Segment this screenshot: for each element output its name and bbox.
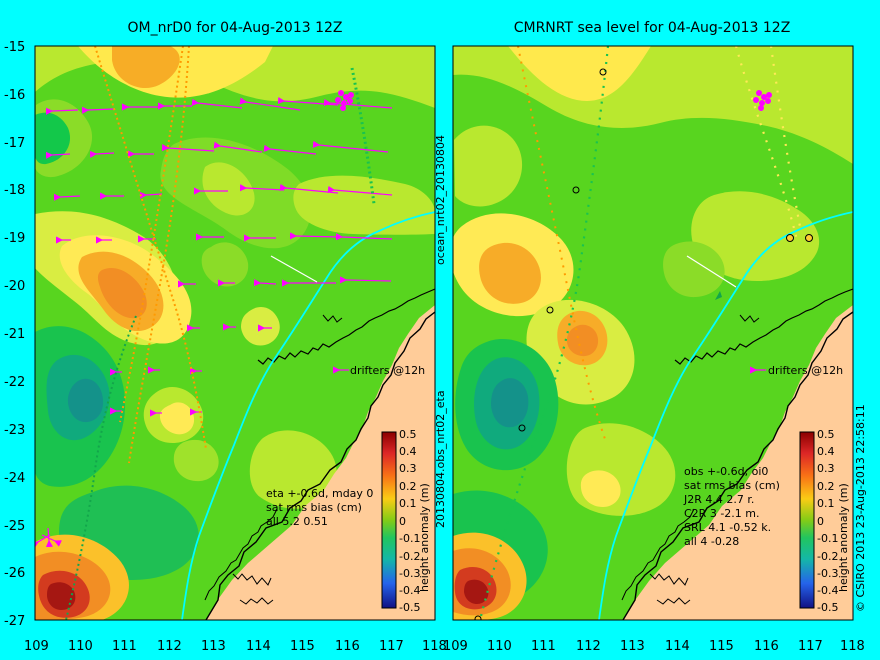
right-map-frame (452, 45, 854, 621)
x-tick-label: 118 (422, 639, 447, 654)
left-stats-line: all 5.2 0.51 (266, 515, 328, 528)
left-drifter-cluster (335, 90, 354, 111)
left-map (35, 46, 435, 620)
x-tick-label: 113 (620, 639, 645, 654)
right-panel-title: CMRNRT sea level for 04-Aug-2013 12Z (513, 20, 791, 36)
right-stats-line: sat rms bias (cm) (684, 479, 780, 492)
y-tick-label: -20 (4, 279, 25, 294)
x-tick-label: 116 (335, 639, 360, 654)
right-colorbar-label: height anomaly (m) (837, 483, 850, 592)
left-x-axis-labels: 109 110 111 112 113 114 115 116 117 118 (24, 639, 447, 654)
right-x-axis-labels: 109 110 111 112 113 114 115 116 117 118 (443, 639, 865, 654)
right-stats-line: obs +-0.6d, oi0 (684, 465, 768, 478)
colorbar-tick: -0.2 (399, 550, 420, 563)
right-colorbar: 0.5 0.4 0.3 0.2 0.1 0 -0.1 -0.2 -0.3 -0.… (799, 428, 850, 614)
y-axis-labels: -15 -16 -17 -18 -19 -20 -21 -22 -23 -24 … (4, 40, 25, 629)
x-tick-label: 111 (112, 639, 137, 654)
y-tick-label: -19 (4, 231, 25, 246)
left-drifter-legend: drifters @12h (333, 364, 425, 377)
y-tick-label: -23 (4, 423, 25, 438)
colorbar-tick: 0.5 (399, 428, 417, 441)
middle-vertical-label: 20130804.obs_nrt02_eta (434, 390, 447, 528)
right-stats-line: all 4 -0.28 (684, 535, 739, 548)
colorbar-tick: 0.1 (817, 497, 835, 510)
right-map (453, 46, 853, 620)
colorbar-tick: -0.2 (817, 550, 838, 563)
colorbar-tick: -0.4 (399, 584, 420, 597)
x-tick-label: 116 (754, 639, 779, 654)
right-stats-line: J2R 4.4 2.7 r. (683, 493, 754, 506)
colorbar-tick: 0.2 (817, 480, 835, 493)
x-tick-label: 113 (201, 639, 226, 654)
y-tick-label: -22 (4, 375, 25, 390)
colorbar-tick: -0.4 (817, 584, 838, 597)
colorbar-tick: 0.3 (399, 462, 417, 475)
left-stats-line: eta +-0.6d, mday 0 (266, 487, 373, 500)
right-drifter-legend: drifters @12h (750, 364, 843, 377)
right-stats-line: C2R 3 -2.1 m. (684, 507, 760, 520)
left-drifters-label: drifters @12h (350, 364, 425, 377)
colorbar-tick: 0.4 (817, 445, 835, 458)
right-drifters-label: drifters @12h (768, 364, 843, 377)
y-tick-label: -26 (4, 566, 25, 581)
colorbar-tick: 0.2 (399, 480, 417, 493)
x-tick-label: 110 (68, 639, 93, 654)
middle-vertical-label-top: ocean_nrt02_20130804 (434, 135, 447, 265)
x-tick-label: 117 (798, 639, 823, 654)
left-colorbar: 0.5 0.4 0.3 0.2 0.1 0 -0.1 -0.2 -0.3 -0.… (381, 428, 431, 614)
left-stats: eta +-0.6d, mday 0 sat rms bias (cm) all… (266, 487, 373, 528)
x-tick-label: 117 (379, 639, 404, 654)
colorbar-tick: -0.1 (399, 532, 420, 545)
colorbar-tick: -0.5 (817, 601, 838, 614)
colorbar-tick: 0.1 (399, 497, 417, 510)
y-tick-label: -18 (4, 183, 25, 198)
x-tick-label: 114 (665, 639, 690, 654)
right-stats: obs +-0.6d, oi0 sat rms bias (cm) J2R 4.… (683, 465, 780, 548)
x-tick-label: 118 (840, 639, 865, 654)
y-tick-label: -21 (4, 327, 25, 342)
colorbar-tick: -0.3 (399, 567, 420, 580)
x-tick-label: 115 (290, 639, 315, 654)
x-tick-label: 112 (157, 639, 182, 654)
colorbar-tick: 0.3 (817, 462, 835, 475)
y-tick-label: -17 (4, 136, 25, 151)
y-tick-label: -25 (4, 519, 25, 534)
left-stats-line: sat rms bias (cm) (266, 501, 362, 514)
right-observation-circles (474, 68, 813, 620)
x-tick-label: 114 (246, 639, 271, 654)
y-tick-label: -16 (4, 88, 25, 103)
colorbar-tick: -0.3 (817, 567, 838, 580)
x-tick-label: 110 (487, 639, 512, 654)
x-tick-label: 111 (531, 639, 556, 654)
left-drifter-vectors (35, 96, 393, 549)
right-satellite-tracks (478, 46, 803, 620)
left-colorbar-label: height anomaly (m) (418, 483, 431, 592)
colorbar-tick: 0.5 (817, 428, 835, 441)
x-tick-label: 109 (24, 639, 49, 654)
colorbar-tick: -0.1 (817, 532, 838, 545)
x-tick-label: 109 (443, 639, 468, 654)
colorbar-tick: 0 (399, 515, 406, 528)
right-drifter-cluster (753, 90, 772, 111)
y-tick-label: -15 (4, 40, 25, 55)
left-satellite-tracks (65, 46, 376, 620)
colorbar-tick: -0.5 (399, 601, 420, 614)
right-stats-line: SRL 4.1 -0.52 k. (684, 521, 771, 534)
y-tick-label: -27 (4, 614, 25, 629)
colorbar-tick: 0.4 (399, 445, 417, 458)
y-tick-label: -24 (4, 471, 25, 486)
copyright-vertical-label: © CSIRO 2013 23-Aug-2013 22:58:11 (854, 404, 867, 612)
x-tick-label: 115 (709, 639, 734, 654)
colorbar-tick: 0 (817, 515, 824, 528)
x-tick-label: 112 (576, 639, 601, 654)
left-panel-title: OM_nrD0 for 04-Aug-2013 12Z (127, 20, 343, 36)
left-map-frame (34, 45, 436, 621)
